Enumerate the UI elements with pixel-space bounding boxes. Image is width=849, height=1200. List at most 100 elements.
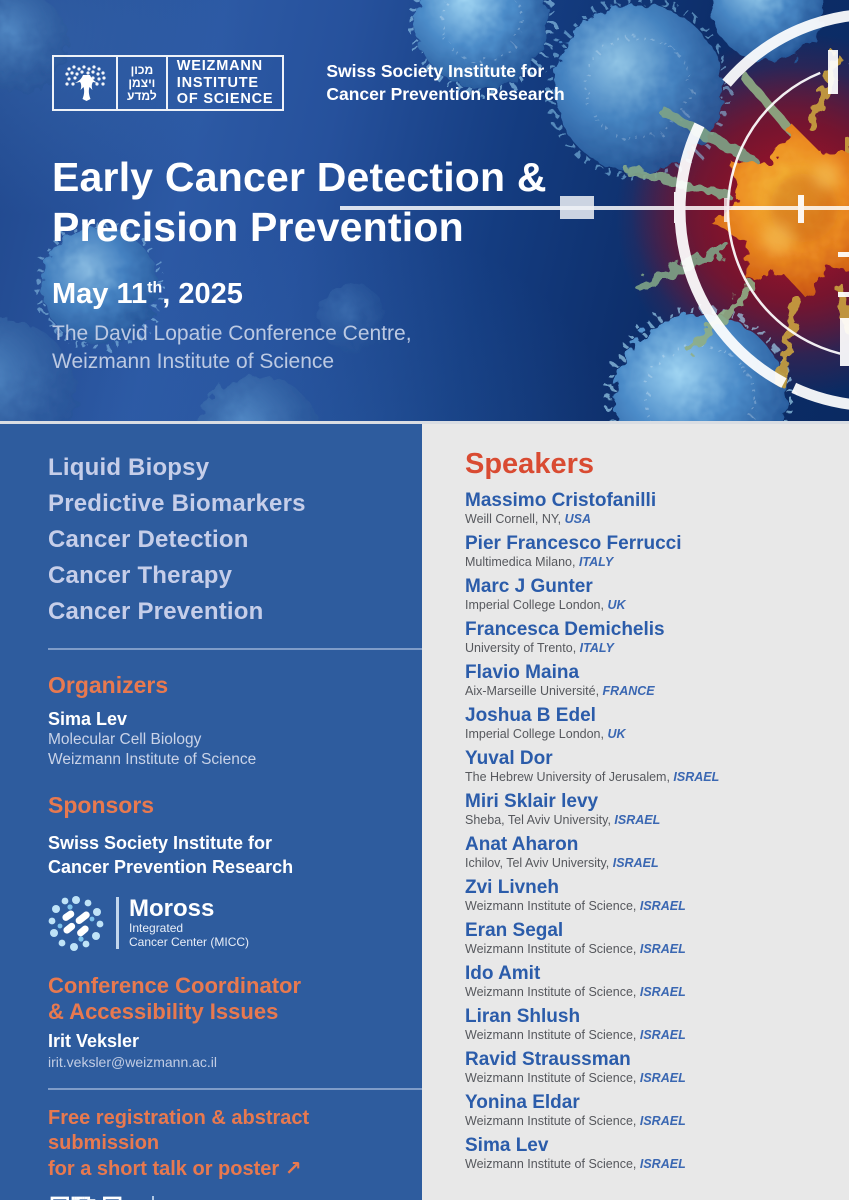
speaker-name: Massimo Cristofanilli	[465, 490, 657, 511]
logo-english-line: WEIZMANN	[176, 58, 263, 75]
logo-english-line: OF SCIENCE	[176, 91, 274, 108]
blue-cell-faint	[0, 0, 386, 421]
speaker-country: ISRAEL	[633, 899, 686, 913]
qr-code[interactable]	[48, 1194, 124, 1200]
organizer-institute: Weizmann Institute of Science	[48, 751, 257, 768]
speaker-affiliation: Weizmann Institute of ScienceISRAEL	[465, 985, 829, 1000]
logo-english-line: INSTITUTE	[176, 74, 259, 91]
logo-hebrew-line: מכון	[130, 62, 154, 77]
topic-item: Liquid Biopsy	[48, 454, 210, 481]
speaker-affiliation: Weill Cornell, NYUSA	[465, 512, 829, 527]
speaker-affiliation: Weizmann Institute of ScienceISRAEL	[465, 942, 829, 957]
speaker-affiliation: Weizmann Institute of ScienceISRAEL	[465, 1028, 829, 1043]
speaker-item: Massimo Cristofanilli Weill Cornell, NYU…	[465, 489, 829, 527]
speaker-country: ITALY	[573, 641, 614, 655]
speakers-list: Massimo Cristofanilli Weill Cornell, NYU…	[465, 489, 829, 1172]
panel-divider	[48, 1088, 422, 1090]
registration-link[interactable]: Free registration & abstract submission …	[48, 1107, 310, 1180]
speaker-country: UK	[601, 598, 626, 612]
speaker-name: Joshua B Edel	[465, 705, 596, 726]
organizer-dept: Molecular Cell Biology	[48, 731, 202, 748]
moross-logo-icon	[48, 896, 104, 951]
speaker-item: Anat Aharon Ichilov, Tel Aviv University…	[465, 833, 829, 871]
speaker-item: Ido Amit Weizmann Institute of ScienceIS…	[465, 962, 829, 1000]
speaker-affiliation: Imperial College LondonUK	[465, 727, 829, 742]
speaker-country: ISRAEL	[633, 942, 686, 956]
speaker-country: UK	[601, 727, 626, 741]
speaker-name: Liran Shlush	[465, 1006, 581, 1027]
speaker-country: ISRAEL	[606, 856, 659, 870]
event-venue: The David Lopatie Conference Centre, Wei…	[52, 322, 412, 373]
topic-item: Cancer Prevention	[48, 598, 264, 625]
speaker-name: Eran Segal	[465, 920, 564, 941]
speaker-country: ITALY	[572, 555, 613, 569]
speaker-affiliation: Multimedica MilanoITALY	[465, 555, 829, 570]
speaker-item: Pier Francesco Ferrucci Multimedica Mila…	[465, 532, 829, 570]
hero-banner: מכון ויצמן למדע WEIZMANN INSTITUTE OF SC…	[0, 0, 849, 421]
speakers-panel: Speakers Massimo Cristofanilli Weill Cor…	[422, 424, 849, 1200]
speaker-country: USA	[558, 512, 591, 526]
speaker-country: FRANCE	[596, 684, 655, 698]
moross-text: Moross Integrated Cancer Center (MICC)	[129, 895, 250, 950]
moross-logo: Moross Integrated Cancer Center (MICC)	[48, 895, 396, 951]
sponsor-name: Swiss Society Institute for Cancer Preve…	[48, 833, 294, 877]
moross-divider	[116, 897, 119, 949]
section-divider	[0, 421, 849, 424]
arrow-up-right-icon: ↗	[284, 1156, 302, 1180]
speaker-item: Eran Segal Weizmann Institute of Science…	[465, 919, 829, 957]
speaker-name: Anat Aharon	[465, 834, 579, 855]
speaker-item: Zvi Livneh Weizmann Institute of Science…	[465, 876, 829, 914]
blue-cells	[35, 0, 824, 421]
weizmann-logo-hebrew: מכון ויצמן למדע	[118, 57, 168, 109]
event-date: May 11th, 2025	[52, 278, 243, 310]
brand-bar: מכון ויצמן למדע WEIZMANN INSTITUTE OF SC…	[52, 55, 565, 111]
speaker-item: Miri Sklair levy Sheba, Tel Aviv Univers…	[465, 790, 829, 828]
organizers-heading: Organizers	[48, 672, 169, 698]
speaker-affiliation: Ichilov, Tel Aviv UniversityISRAEL	[465, 856, 829, 871]
registration-divider	[152, 1196, 154, 1200]
cancer-cell-illustration	[0, 0, 849, 421]
speaker-affiliation: Weizmann Institute of ScienceISRAEL	[465, 1157, 829, 1172]
speaker-item: Flavio Maina Aix-Marseille UniversitéFRA…	[465, 661, 829, 699]
weizmann-logo: מכון ויצמן למדע WEIZMANN INSTITUTE OF SC…	[52, 55, 285, 111]
coordinator-heading: Conference Coordinator & Accessibility I…	[48, 973, 302, 1024]
speaker-item: Ravid Straussman Weizmann Institute of S…	[465, 1048, 829, 1086]
speaker-item: Marc J Gunter Imperial College LondonUK	[465, 575, 829, 613]
speaker-name: Zvi Livneh	[465, 877, 559, 898]
speaker-affiliation: Sheba, Tel Aviv UniversityISRAEL	[465, 813, 829, 828]
society-name: Swiss Society Institute for Cancer Preve…	[326, 61, 565, 104]
speaker-affiliation: Weizmann Institute of ScienceISRAEL	[465, 1071, 829, 1086]
speaker-name: Yuval Dor	[465, 748, 553, 769]
speaker-affiliation: Aix-Marseille UniversitéFRANCE	[465, 684, 829, 699]
logo-hebrew-line: ויצמן	[128, 75, 156, 90]
tree-icon	[54, 57, 118, 109]
speaker-item: Liran Shlush Weizmann Institute of Scien…	[465, 1005, 829, 1043]
topic-item: Cancer Detection	[48, 526, 249, 553]
speakers-heading: Speakers	[465, 448, 594, 480]
speaker-country: ISRAEL	[633, 1157, 686, 1171]
speaker-country: ISRAEL	[607, 813, 660, 827]
speaker-name: Marc J Gunter	[465, 576, 593, 597]
weizmann-logo-english: WEIZMANN INSTITUTE OF SCIENCE	[168, 57, 283, 109]
panel-divider	[48, 648, 422, 650]
speaker-name: Sima Lev	[465, 1135, 549, 1156]
topic-item: Predictive Biomarkers	[48, 490, 306, 517]
speaker-affiliation: Weizmann Institute of ScienceISRAEL	[465, 1114, 829, 1129]
organizer-name: Sima Lev	[48, 709, 128, 729]
speaker-affiliation: University of TrentoITALY	[465, 641, 829, 656]
speaker-name: Yonina Eldar	[465, 1092, 580, 1113]
speaker-country: ISRAEL	[633, 1028, 686, 1042]
deadline-text: Deadline for registration and abstract s…	[176, 1194, 364, 1200]
speaker-item: Joshua B Edel Imperial College LondonUK	[465, 704, 829, 742]
speaker-affiliation: The Hebrew University of JerusalemISRAEL	[465, 770, 829, 785]
coordinator-email[interactable]: irit.veksler@weizmann.ac.il	[48, 1054, 218, 1070]
speaker-name: Ido Amit	[465, 963, 541, 984]
sponsors-heading: Sponsors	[48, 792, 155, 818]
speaker-country: ISRAEL	[666, 770, 719, 784]
topic-item: Cancer Therapy	[48, 562, 233, 589]
speaker-country: ISRAEL	[633, 1114, 686, 1128]
speaker-name: Pier Francesco Ferrucci	[465, 533, 682, 554]
speaker-name: Flavio Maina	[465, 662, 580, 683]
speaker-name: Francesca Demichelis	[465, 619, 665, 640]
